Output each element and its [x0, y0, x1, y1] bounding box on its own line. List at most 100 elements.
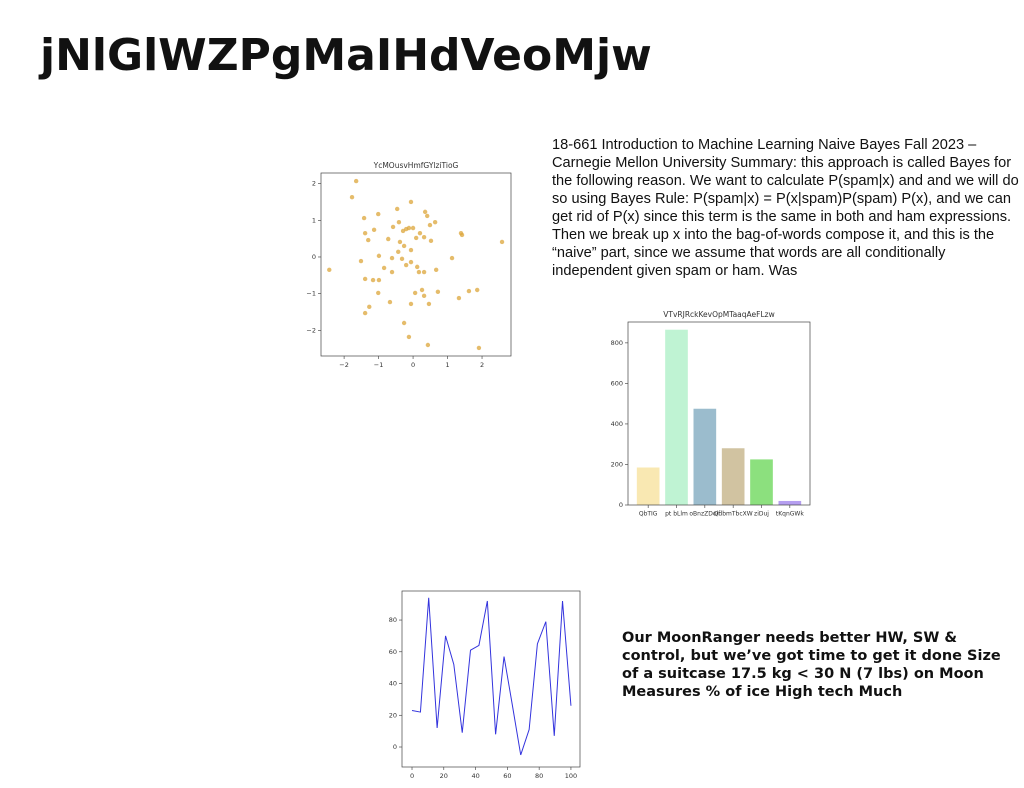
point	[433, 267, 439, 273]
paragraph: 18-661 Introduction to Machine Learning …	[552, 137, 1019, 278]
point	[401, 243, 407, 249]
y-tick-label: 80	[389, 616, 397, 624]
chart-title: YcMOusvHmfGYlziTioG	[373, 161, 459, 170]
y-tick-label: 200	[611, 460, 623, 468]
x-tick-label: pt bLlm	[665, 511, 688, 518]
x-tick-label: 60	[503, 772, 511, 780]
point	[390, 224, 396, 230]
y-tick-label: 800	[611, 339, 623, 347]
point	[415, 264, 420, 270]
x-tick-label: −2	[339, 361, 349, 369]
x-tick-label: ziDuj	[754, 511, 769, 518]
x-tick-label: tKqnGWk	[776, 511, 804, 518]
y-tick-label: 1	[312, 216, 316, 224]
point	[349, 195, 355, 200]
point	[408, 199, 414, 205]
point	[397, 239, 403, 245]
x-tick-label: QdbmTbcXW	[714, 511, 753, 518]
point	[408, 301, 414, 307]
y-tick-label: 0	[312, 253, 316, 261]
bar	[778, 500, 802, 505]
y-tick-label: 0	[619, 501, 623, 509]
point	[410, 225, 416, 231]
bar	[636, 467, 660, 505]
y-tick-label: 60	[389, 648, 397, 656]
point	[403, 262, 409, 268]
point	[421, 234, 427, 240]
point	[476, 345, 482, 351]
bar	[665, 329, 688, 505]
point	[362, 276, 368, 282]
plot-frame	[627, 321, 811, 506]
note: Our MoonRanger needs better HW, SW & con…	[622, 630, 1001, 700]
x-tick-label: 0	[410, 772, 414, 780]
point	[376, 290, 381, 296]
bar	[721, 448, 745, 505]
point	[376, 277, 382, 283]
y-tick-label: 600	[611, 379, 623, 387]
bar	[693, 408, 717, 505]
plot-frame	[401, 590, 581, 768]
point	[412, 290, 418, 296]
point	[421, 293, 427, 299]
x-tick-label: 20	[440, 772, 448, 780]
point	[370, 277, 376, 283]
point	[425, 213, 430, 219]
point	[395, 206, 400, 212]
point	[376, 253, 382, 259]
point	[449, 255, 455, 261]
point	[362, 230, 368, 236]
point	[408, 247, 414, 253]
x-tick-label: 40	[471, 772, 479, 780]
line	[411, 597, 572, 756]
point	[362, 310, 368, 316]
point	[459, 232, 465, 238]
point	[389, 255, 395, 261]
point	[396, 249, 401, 255]
y-tick-label: 2	[312, 180, 316, 188]
point	[426, 301, 432, 307]
point	[327, 267, 332, 273]
point	[456, 295, 462, 301]
point	[386, 236, 391, 242]
x-tick-label: −1	[374, 361, 384, 369]
point	[358, 258, 364, 264]
y-tick-label: −2	[306, 326, 316, 334]
y-tick-label: 20	[389, 711, 397, 719]
point	[381, 265, 387, 271]
point	[366, 237, 371, 243]
point	[401, 320, 407, 326]
point	[376, 211, 381, 217]
x-tick-label: 2	[480, 361, 484, 369]
point	[419, 287, 425, 293]
y-tick-label: 400	[611, 420, 623, 428]
x-tick-label: 0	[411, 361, 415, 369]
point	[399, 256, 405, 262]
x-tick-label: 80	[535, 772, 543, 780]
point	[428, 238, 434, 244]
point	[421, 269, 427, 275]
point	[425, 342, 431, 348]
point	[435, 289, 441, 295]
chart-title: VTvRJRckKevOpMTaaqAeFLzw	[663, 310, 774, 319]
point	[406, 225, 412, 231]
point	[361, 215, 367, 221]
point	[417, 230, 423, 236]
point	[413, 235, 419, 241]
point	[427, 222, 433, 228]
bar	[750, 459, 773, 505]
x-tick-label: QbTIG	[639, 511, 658, 518]
slide-title: jNlGlWZPgMaIHdVeoMjw	[40, 30, 652, 81]
point	[422, 209, 428, 215]
point	[353, 178, 359, 184]
point	[387, 299, 393, 305]
point	[406, 334, 412, 340]
plot-frame	[320, 172, 512, 357]
point	[499, 239, 505, 245]
point	[367, 304, 372, 310]
point	[416, 269, 422, 275]
x-tick-label: 100	[565, 772, 577, 780]
x-tick-label: oBnzZDolf	[689, 511, 721, 518]
